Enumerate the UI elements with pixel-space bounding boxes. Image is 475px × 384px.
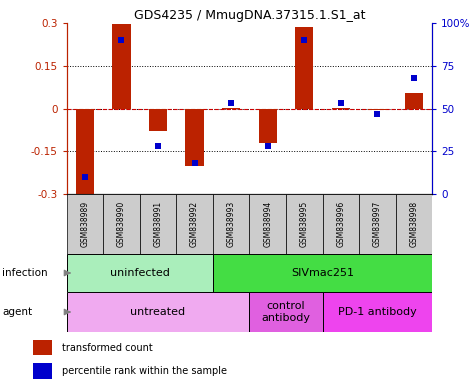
Text: GSM838991: GSM838991: [153, 201, 162, 247]
Text: uninfected: uninfected: [110, 268, 170, 278]
Text: GSM838990: GSM838990: [117, 201, 126, 247]
Text: GSM838997: GSM838997: [373, 201, 382, 247]
Bar: [76, 109, 94, 194]
Bar: [185, 109, 204, 166]
Bar: [112, 25, 131, 109]
Text: PD-1 antibody: PD-1 antibody: [338, 307, 417, 317]
Text: untreated: untreated: [130, 307, 186, 317]
Bar: [249, 194, 286, 254]
Bar: [295, 27, 314, 109]
Bar: [332, 108, 350, 109]
Bar: [368, 109, 387, 110]
Bar: [405, 93, 423, 109]
Title: GDS4235 / MmugDNA.37315.1.S1_at: GDS4235 / MmugDNA.37315.1.S1_at: [133, 9, 365, 22]
Bar: [176, 194, 213, 254]
Text: GSM838995: GSM838995: [300, 201, 309, 247]
Bar: [66, 194, 103, 254]
Bar: [249, 292, 323, 332]
Bar: [66, 254, 213, 292]
Bar: [323, 292, 432, 332]
Bar: [258, 109, 277, 143]
Bar: [33, 340, 52, 356]
Bar: [359, 194, 396, 254]
Text: GSM838992: GSM838992: [190, 201, 199, 247]
Bar: [286, 194, 323, 254]
Text: SIVmac251: SIVmac251: [291, 268, 354, 278]
Text: GSM838993: GSM838993: [227, 201, 236, 247]
Text: GSM838994: GSM838994: [263, 201, 272, 247]
Text: percentile rank within the sample: percentile rank within the sample: [62, 366, 227, 376]
Bar: [140, 194, 176, 254]
Bar: [213, 254, 432, 292]
Text: GSM838989: GSM838989: [80, 201, 89, 247]
Bar: [323, 194, 359, 254]
Bar: [213, 194, 249, 254]
Bar: [149, 109, 167, 131]
Bar: [103, 194, 140, 254]
Text: GSM838998: GSM838998: [409, 201, 418, 247]
Bar: [396, 194, 432, 254]
Bar: [222, 108, 240, 109]
Bar: [66, 292, 249, 332]
Text: GSM838996: GSM838996: [336, 201, 345, 247]
Bar: [33, 363, 52, 379]
Text: transformed count: transformed count: [62, 343, 152, 353]
Text: infection: infection: [2, 268, 48, 278]
Text: agent: agent: [2, 307, 32, 317]
Text: control
antibody: control antibody: [261, 301, 311, 323]
